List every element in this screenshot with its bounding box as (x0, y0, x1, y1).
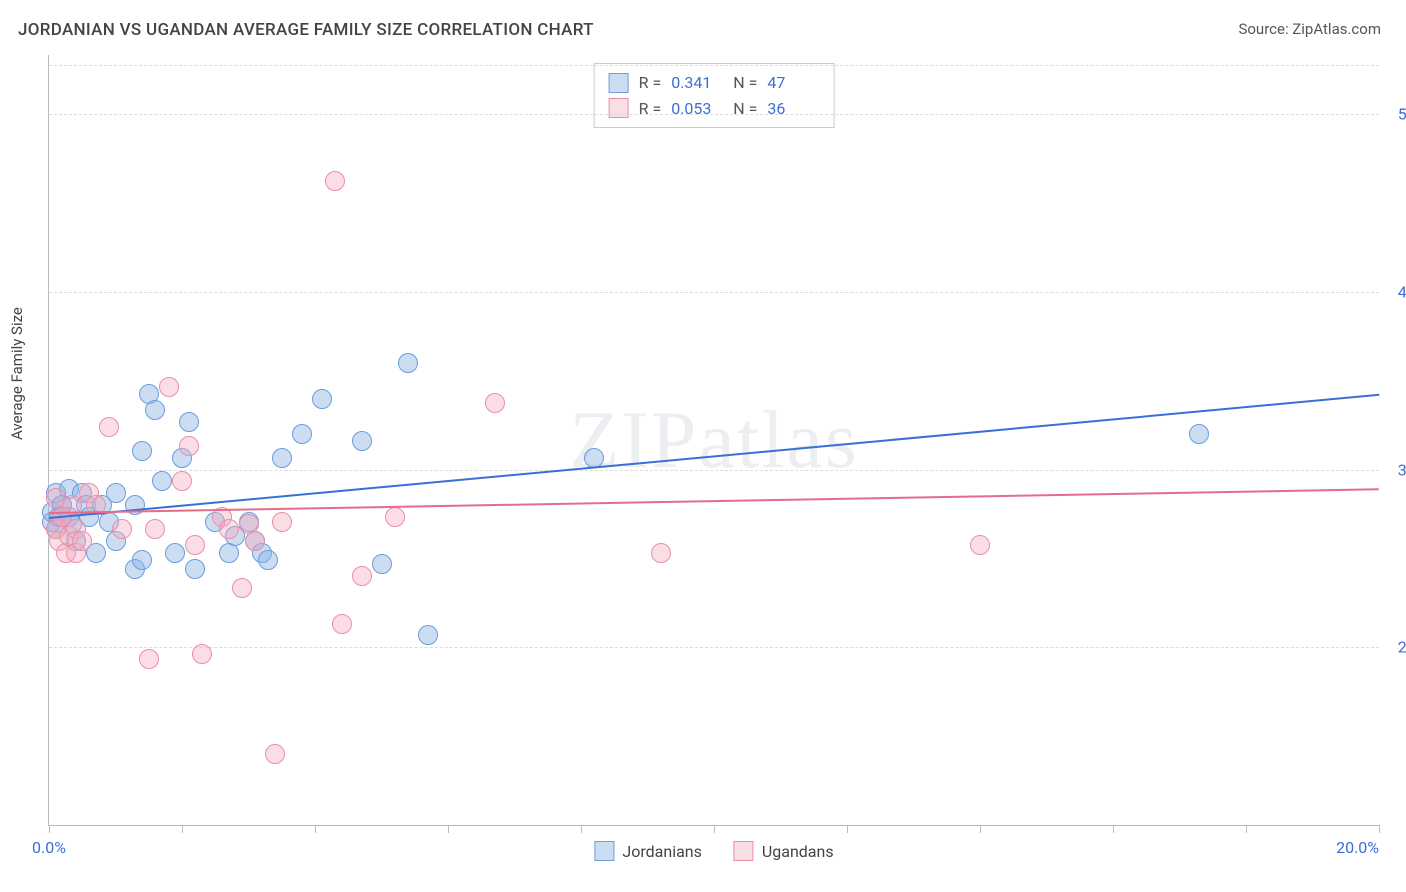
plot-area: ZIPatlas R = 0.341 N = 47 R = 0.053 N = … (48, 55, 1379, 826)
n-label-1: N = (733, 70, 757, 96)
stats-row-series2: R = 0.053 N = 36 (609, 96, 820, 122)
n-value-1: 47 (767, 70, 819, 96)
data-point (258, 550, 278, 570)
gridline-h (49, 647, 1379, 648)
legend-label-series2: Ugandans (762, 842, 834, 861)
data-point (970, 535, 990, 555)
data-point (651, 543, 671, 563)
data-point (272, 512, 292, 532)
x-tick (315, 825, 316, 833)
gridline-h (49, 114, 1379, 115)
gridline-h (49, 65, 1379, 66)
data-point (185, 535, 205, 555)
y-tick-label: 3.50 (1385, 460, 1406, 479)
data-point (312, 389, 332, 409)
y-tick-label: 2.75 (1385, 638, 1406, 657)
swatch-series1-bottom (594, 841, 614, 861)
data-point (265, 744, 285, 764)
data-point (159, 377, 179, 397)
data-point (179, 412, 199, 432)
data-point (292, 424, 312, 444)
stats-row-series1: R = 0.341 N = 47 (609, 70, 820, 96)
data-point (398, 353, 418, 373)
data-point (99, 417, 119, 437)
stats-legend-box: R = 0.341 N = 47 R = 0.053 N = 36 (594, 63, 835, 128)
source-label: Source: ZipAtlas.com (1238, 20, 1381, 38)
data-point (418, 625, 438, 645)
data-point (72, 531, 92, 551)
data-point (132, 441, 152, 461)
data-point (372, 554, 392, 574)
x-tick-label: 0.0% (32, 838, 66, 857)
data-point (179, 436, 199, 456)
r-label-1: R = (639, 70, 662, 96)
y-tick-label: 5.00 (1385, 105, 1406, 124)
y-axis-label: Average Family Size (8, 307, 26, 440)
gridline-h (49, 292, 1379, 293)
x-tick (1379, 825, 1380, 833)
n-value-2: 36 (767, 96, 819, 122)
x-tick (1246, 825, 1247, 833)
chart-title: JORDANIAN VS UGANDAN AVERAGE FAMILY SIZE… (18, 20, 594, 40)
x-tick-label: 20.0% (1336, 838, 1379, 857)
data-point (385, 507, 405, 527)
data-point (152, 471, 172, 491)
data-point (132, 550, 152, 570)
legend-item-series2: Ugandans (734, 841, 834, 861)
bottom-legend: Jordanians Ugandans (594, 841, 833, 861)
data-point (165, 543, 185, 563)
x-tick (49, 825, 50, 833)
data-point (145, 400, 165, 420)
data-point (352, 431, 372, 451)
gridline-h (49, 470, 1379, 471)
data-point (1189, 424, 1209, 444)
chart-container: JORDANIAN VS UGANDAN AVERAGE FAMILY SIZE… (0, 0, 1406, 892)
data-point (332, 614, 352, 634)
swatch-series1 (609, 73, 629, 93)
trend-line (49, 489, 1379, 515)
data-point (145, 519, 165, 539)
r-label-2: R = (639, 96, 662, 122)
x-tick (581, 825, 582, 833)
data-point (232, 578, 252, 598)
legend-label-series1: Jordanians (622, 842, 701, 861)
data-point (272, 448, 292, 468)
n-label-2: N = (733, 96, 757, 122)
r-value-2: 0.053 (671, 96, 723, 122)
data-point (245, 531, 265, 551)
x-tick (1113, 825, 1114, 833)
x-tick (980, 825, 981, 833)
watermark: ZIPatlas (569, 393, 858, 487)
x-tick (448, 825, 449, 833)
data-point (112, 519, 132, 539)
data-point (185, 559, 205, 579)
y-tick-label: 4.25 (1385, 282, 1406, 301)
data-point (192, 644, 212, 664)
data-point (485, 393, 505, 413)
x-tick (182, 825, 183, 833)
data-point (172, 471, 192, 491)
data-point (139, 649, 159, 669)
x-tick (847, 825, 848, 833)
r-value-1: 0.341 (671, 70, 723, 96)
data-point (325, 171, 345, 191)
x-tick (714, 825, 715, 833)
legend-item-series1: Jordanians (594, 841, 701, 861)
data-point (352, 566, 372, 586)
swatch-series2-bottom (734, 841, 754, 861)
data-point (106, 483, 126, 503)
data-point (219, 519, 239, 539)
swatch-series2 (609, 98, 629, 118)
